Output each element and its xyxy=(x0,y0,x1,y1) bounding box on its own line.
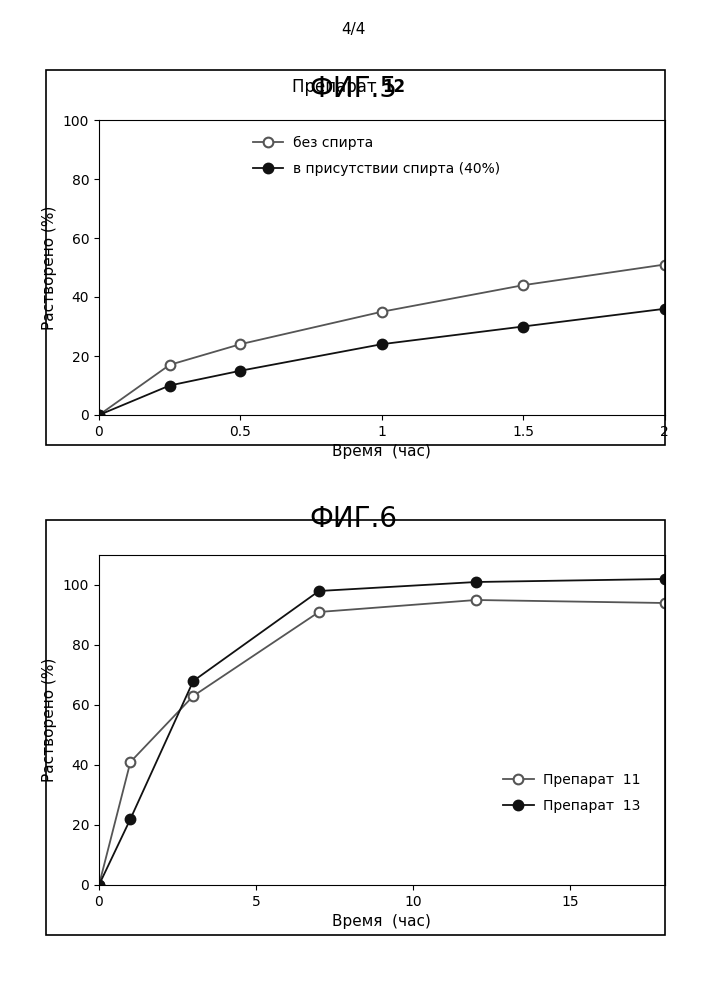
в присутствии спирта (40%) xyxy=(236,365,245,377)
Legend: без спирта, в присутствии спирта (40%): без спирта, в присутствии спирта (40%) xyxy=(247,130,506,182)
Препарат  11 xyxy=(95,879,103,891)
Препарат  11 xyxy=(472,594,480,606)
Препарат  11 xyxy=(126,756,134,768)
без спирта xyxy=(378,306,386,318)
Препарат  13 xyxy=(95,879,103,891)
Y-axis label: Растворено (%): Растворено (%) xyxy=(42,205,57,330)
X-axis label: Время  (час): Время (час) xyxy=(332,444,431,459)
Line: Препарат  11: Препарат 11 xyxy=(94,595,670,890)
в присутствии спирта (40%) xyxy=(165,379,174,391)
Препарат  11 xyxy=(189,690,197,702)
Y-axis label: Растворено (%): Растворено (%) xyxy=(42,658,57,782)
Препарат  13 xyxy=(472,576,480,588)
без спирта xyxy=(95,409,103,421)
Препарат  13 xyxy=(189,675,197,687)
Препарат  13 xyxy=(315,585,323,597)
в присутствии спирта (40%) xyxy=(519,320,527,332)
Line: Препарат  13: Препарат 13 xyxy=(94,574,670,890)
X-axis label: Время  (час): Время (час) xyxy=(332,914,431,929)
без спирта xyxy=(236,338,245,350)
Line: в присутствии спирта (40%): в присутствии спирта (40%) xyxy=(94,304,670,420)
Legend: Препарат  11, Препарат  13: Препарат 11, Препарат 13 xyxy=(498,767,646,819)
Text: ФИГ.6: ФИГ.6 xyxy=(310,505,397,533)
в присутствии спирта (40%) xyxy=(378,338,386,350)
в присутствии спирта (40%) xyxy=(660,303,669,315)
Text: Препарат: Препарат xyxy=(292,78,382,96)
в присутствии спирта (40%) xyxy=(95,409,103,421)
Препарат  13 xyxy=(660,573,669,585)
Препарат  11 xyxy=(315,606,323,618)
Препарат  11 xyxy=(660,597,669,609)
Препарат  13 xyxy=(126,813,134,825)
Text: 4/4: 4/4 xyxy=(341,22,366,37)
без спирта xyxy=(660,259,669,271)
без спирта xyxy=(519,279,527,291)
Text: ФИГ.5: ФИГ.5 xyxy=(310,75,397,103)
без спирта xyxy=(165,359,174,371)
Line: без спирта: без спирта xyxy=(94,260,670,420)
Text: 12: 12 xyxy=(382,78,405,96)
